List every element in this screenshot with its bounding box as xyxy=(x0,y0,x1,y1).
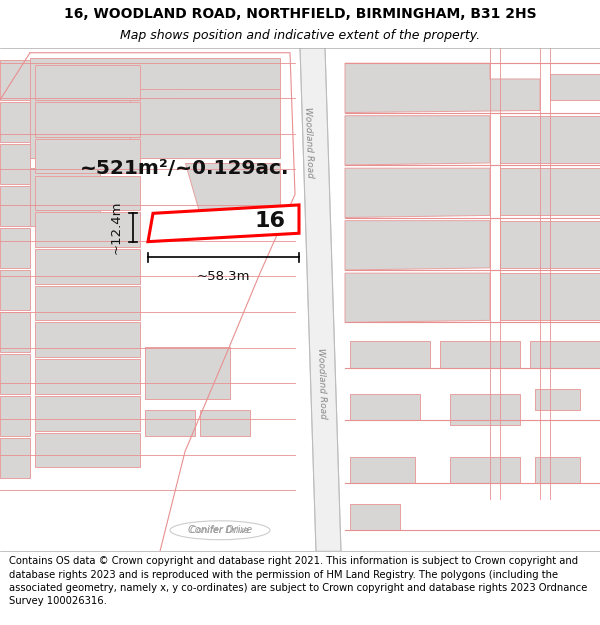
Polygon shape xyxy=(35,249,140,284)
Text: ~521m²/~0.129ac.: ~521m²/~0.129ac. xyxy=(80,159,290,177)
Polygon shape xyxy=(450,394,520,425)
Polygon shape xyxy=(535,457,580,483)
Text: Contains OS data © Crown copyright and database right 2021. This information is : Contains OS data © Crown copyright and d… xyxy=(9,556,587,606)
Polygon shape xyxy=(35,213,140,247)
Text: Woodland Road: Woodland Road xyxy=(316,348,328,419)
Polygon shape xyxy=(35,139,140,173)
Polygon shape xyxy=(345,273,490,322)
Polygon shape xyxy=(0,312,30,352)
Polygon shape xyxy=(0,228,30,268)
Text: ~12.4m: ~12.4m xyxy=(110,201,123,254)
Polygon shape xyxy=(530,341,600,367)
Polygon shape xyxy=(35,66,140,100)
Polygon shape xyxy=(0,354,30,394)
Polygon shape xyxy=(130,89,280,158)
Polygon shape xyxy=(35,396,140,431)
Polygon shape xyxy=(440,341,520,367)
Polygon shape xyxy=(0,186,30,226)
Polygon shape xyxy=(550,74,600,100)
Polygon shape xyxy=(185,163,280,216)
Polygon shape xyxy=(35,286,140,321)
Polygon shape xyxy=(35,102,140,137)
Text: Map shows position and indicative extent of the property.: Map shows position and indicative extent… xyxy=(120,29,480,42)
Text: Woodland Road: Woodland Road xyxy=(303,106,315,178)
Text: Conifer Drive: Conifer Drive xyxy=(190,526,250,535)
Text: Conifer Drive: Conifer Drive xyxy=(188,525,252,535)
Text: 16: 16 xyxy=(254,211,286,231)
Polygon shape xyxy=(35,322,140,357)
Ellipse shape xyxy=(170,521,270,540)
Polygon shape xyxy=(345,168,490,217)
Polygon shape xyxy=(345,63,540,112)
Polygon shape xyxy=(0,270,30,310)
Polygon shape xyxy=(145,347,230,399)
Polygon shape xyxy=(300,48,341,551)
Polygon shape xyxy=(0,60,30,100)
Polygon shape xyxy=(0,438,30,478)
Polygon shape xyxy=(350,457,415,483)
Polygon shape xyxy=(500,116,600,163)
Polygon shape xyxy=(500,168,600,216)
Polygon shape xyxy=(0,144,30,184)
Polygon shape xyxy=(35,359,140,394)
Polygon shape xyxy=(535,389,580,409)
Polygon shape xyxy=(350,341,430,367)
Polygon shape xyxy=(35,176,140,210)
Polygon shape xyxy=(30,58,280,158)
Polygon shape xyxy=(0,102,30,142)
Polygon shape xyxy=(35,432,140,468)
Polygon shape xyxy=(500,273,600,321)
Polygon shape xyxy=(0,396,30,436)
Polygon shape xyxy=(145,409,195,436)
Polygon shape xyxy=(350,504,400,530)
Text: ~58.3m: ~58.3m xyxy=(197,270,250,283)
Polygon shape xyxy=(148,205,299,242)
Polygon shape xyxy=(345,116,490,165)
Text: 16, WOODLAND ROAD, NORTHFIELD, BIRMINGHAM, B31 2HS: 16, WOODLAND ROAD, NORTHFIELD, BIRMINGHA… xyxy=(64,8,536,21)
Polygon shape xyxy=(350,394,420,420)
Polygon shape xyxy=(450,457,520,483)
Polygon shape xyxy=(345,221,490,270)
Polygon shape xyxy=(500,221,600,268)
Polygon shape xyxy=(200,409,250,436)
Polygon shape xyxy=(30,168,100,226)
